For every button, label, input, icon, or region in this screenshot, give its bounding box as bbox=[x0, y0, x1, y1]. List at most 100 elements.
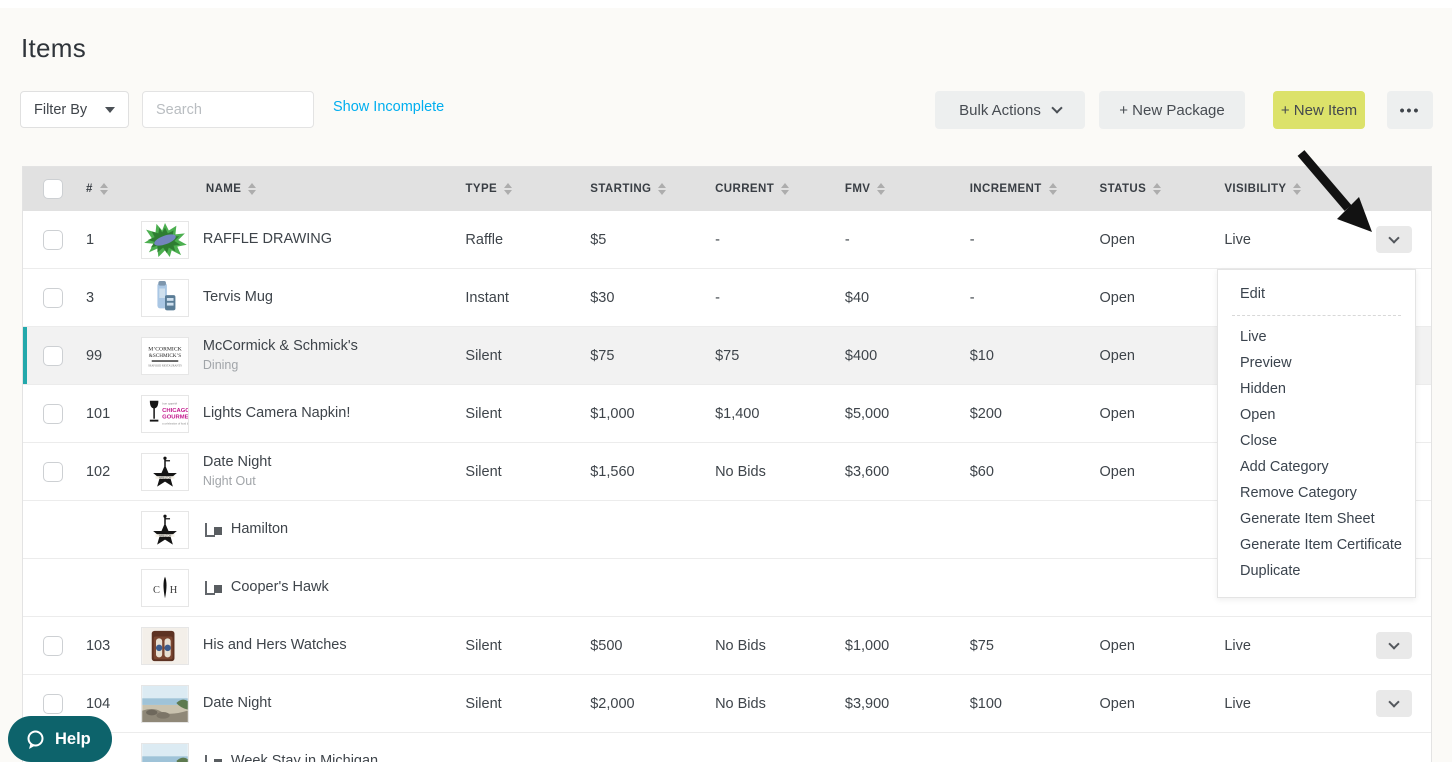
column-header-label: CURRENT bbox=[715, 183, 775, 195]
menu-item-preview[interactable]: Preview bbox=[1240, 355, 1292, 371]
table-row: 103 His and Hers Watches Silent $500 No Bids… bbox=[23, 617, 1431, 675]
row-checkbox[interactable] bbox=[43, 403, 63, 424]
bulk-actions-button[interactable]: Bulk Actions bbox=[935, 91, 1085, 129]
column-header-starting[interactable]: STARTING bbox=[580, 167, 705, 211]
row-actions-button[interactable] bbox=[1376, 632, 1413, 659]
menu-item-edit[interactable]: Edit bbox=[1240, 286, 1265, 302]
item-name[interactable]: Lights Camera Napkin! bbox=[202, 405, 351, 422]
sort-icon bbox=[877, 183, 886, 195]
item-name-cell: RAFFLE DRAWING bbox=[131, 211, 456, 268]
item-name-wrap: RAFFLE DRAWING bbox=[203, 230, 332, 248]
menu-item-generate-item-sheet[interactable]: Generate Item Sheet bbox=[1240, 511, 1375, 527]
item-name[interactable]: Week Stay in Michigan bbox=[230, 753, 379, 762]
item-type: Raffle bbox=[465, 231, 504, 248]
row-checkbox[interactable] bbox=[43, 635, 63, 656]
item-type: Silent bbox=[465, 463, 502, 480]
item-name[interactable]: Tervis Mug bbox=[202, 289, 273, 306]
menu-item-hidden[interactable]: Hidden bbox=[1240, 381, 1286, 397]
show-incomplete-link[interactable]: Show Incomplete bbox=[333, 99, 445, 115]
menu-item-remove-category[interactable]: Remove Category bbox=[1240, 485, 1357, 501]
chat-bubble-icon bbox=[27, 730, 44, 749]
item-name[interactable]: Cooper's Hawk bbox=[230, 579, 329, 596]
table-row: 101 bon appétit CHICAGOGOURMETa celebratio… bbox=[23, 385, 1431, 443]
item-name[interactable]: Date Night bbox=[202, 454, 272, 471]
item-number bbox=[76, 559, 131, 616]
new-package-button[interactable]: + New Package bbox=[1099, 91, 1245, 129]
menu-divider bbox=[1232, 315, 1401, 316]
menu-item-open[interactable]: Open bbox=[1240, 407, 1276, 423]
current-bid bbox=[705, 733, 835, 762]
item-number: 104 bbox=[85, 695, 111, 712]
status-value: Open bbox=[1099, 695, 1135, 712]
status-value: Open bbox=[1099, 405, 1135, 422]
select-all-checkbox[interactable] bbox=[43, 179, 63, 199]
help-button[interactable]: Help bbox=[8, 716, 112, 762]
item-number: 102 bbox=[85, 463, 111, 480]
svg-text:HAMILTON: HAMILTON bbox=[159, 476, 172, 479]
page-title: Items bbox=[21, 33, 87, 63]
increment-value: $75 bbox=[969, 637, 994, 654]
starting-bid: $1,000 bbox=[590, 405, 635, 422]
menu-item-add-category[interactable]: Add Category bbox=[1240, 459, 1329, 475]
sort-icon bbox=[1048, 183, 1057, 195]
current-bid: $1,400 bbox=[715, 405, 760, 422]
sort-icon bbox=[658, 183, 667, 195]
item-category: Dining bbox=[202, 358, 239, 373]
menu-item-live[interactable]: Live bbox=[1240, 329, 1267, 345]
status-value: Open bbox=[1099, 463, 1135, 480]
item-name[interactable]: Date Night bbox=[202, 695, 272, 712]
filter-by-dropdown[interactable]: Filter By bbox=[20, 91, 129, 128]
column-header-status[interactable]: STATUS bbox=[1090, 167, 1215, 211]
menu-item-generate-item-certificate[interactable]: Generate Item Certificate bbox=[1240, 537, 1402, 553]
row-checkbox-cell bbox=[23, 501, 76, 558]
increment-value: - bbox=[969, 231, 975, 248]
column-header-visibility[interactable]: VISIBILITY bbox=[1214, 167, 1359, 211]
increment-value: - bbox=[969, 289, 975, 306]
fmv-value bbox=[835, 559, 960, 616]
row-checkbox[interactable] bbox=[43, 229, 63, 250]
row-checkbox[interactable] bbox=[43, 693, 63, 714]
help-label: Help bbox=[55, 729, 91, 748]
row-actions-cell bbox=[1359, 617, 1431, 674]
row-checkbox[interactable] bbox=[43, 461, 63, 482]
fmv-value: - bbox=[844, 231, 850, 248]
watch-box-photo-thumbnail bbox=[140, 626, 189, 665]
starting-bid: $500 bbox=[590, 637, 623, 654]
column-header-label: INCREMENT bbox=[969, 183, 1042, 195]
row-checkbox[interactable] bbox=[43, 345, 63, 366]
item-name[interactable]: RAFFLE DRAWING bbox=[202, 231, 333, 248]
hamilton-logo-thumbnail: HAMILTON bbox=[140, 452, 189, 491]
item-name[interactable]: McCormick & Schmick's bbox=[202, 338, 358, 355]
visibility-value bbox=[1214, 733, 1359, 762]
row-actions-button[interactable] bbox=[1376, 690, 1413, 717]
item-name-cell: His and Hers Watches bbox=[131, 617, 456, 674]
row-checkbox[interactable] bbox=[43, 287, 63, 308]
header-actions-cell bbox=[1359, 167, 1431, 211]
sort-icon bbox=[1293, 183, 1302, 195]
menu-item-close[interactable]: Close bbox=[1240, 433, 1278, 449]
row-actions-button[interactable] bbox=[1376, 226, 1413, 253]
column-header-number[interactable]: # bbox=[76, 167, 131, 211]
column-header-increment[interactable]: INCREMENT bbox=[960, 167, 1090, 211]
column-header-type[interactable]: TYPE bbox=[455, 167, 580, 211]
visibility-value: Live bbox=[1224, 637, 1251, 654]
item-type bbox=[455, 501, 580, 558]
column-header-label: NAME bbox=[205, 183, 242, 195]
status-value: Open bbox=[1099, 637, 1135, 654]
status-value bbox=[1090, 733, 1215, 762]
more-options-button[interactable]: ••• bbox=[1387, 91, 1433, 129]
item-name-cell: M’CORMICK &SCHMICK’S SEAFOOD RESTAURANTS Mc… bbox=[131, 327, 456, 384]
item-number: 99 bbox=[85, 347, 103, 364]
sort-icon bbox=[1153, 183, 1162, 195]
item-name[interactable]: Hamilton bbox=[230, 521, 289, 538]
items-table: # NAME TYPE STARTING CURRENT FMV INCREMENT STAT… bbox=[22, 166, 1432, 762]
chevron-down-icon bbox=[1388, 638, 1400, 650]
column-header-fmv[interactable]: FMV bbox=[835, 167, 960, 211]
item-name[interactable]: His and Hers Watches bbox=[202, 637, 347, 654]
table-row: 1 RAFFLE DRAWING Raffle $5 - - - Open Live bbox=[23, 211, 1431, 269]
column-header-name[interactable]: NAME bbox=[131, 167, 456, 211]
search-input[interactable] bbox=[142, 91, 314, 128]
new-item-button[interactable]: + New Item bbox=[1273, 91, 1365, 129]
column-header-current[interactable]: CURRENT bbox=[705, 167, 835, 211]
menu-item-duplicate[interactable]: Duplicate bbox=[1240, 563, 1301, 579]
